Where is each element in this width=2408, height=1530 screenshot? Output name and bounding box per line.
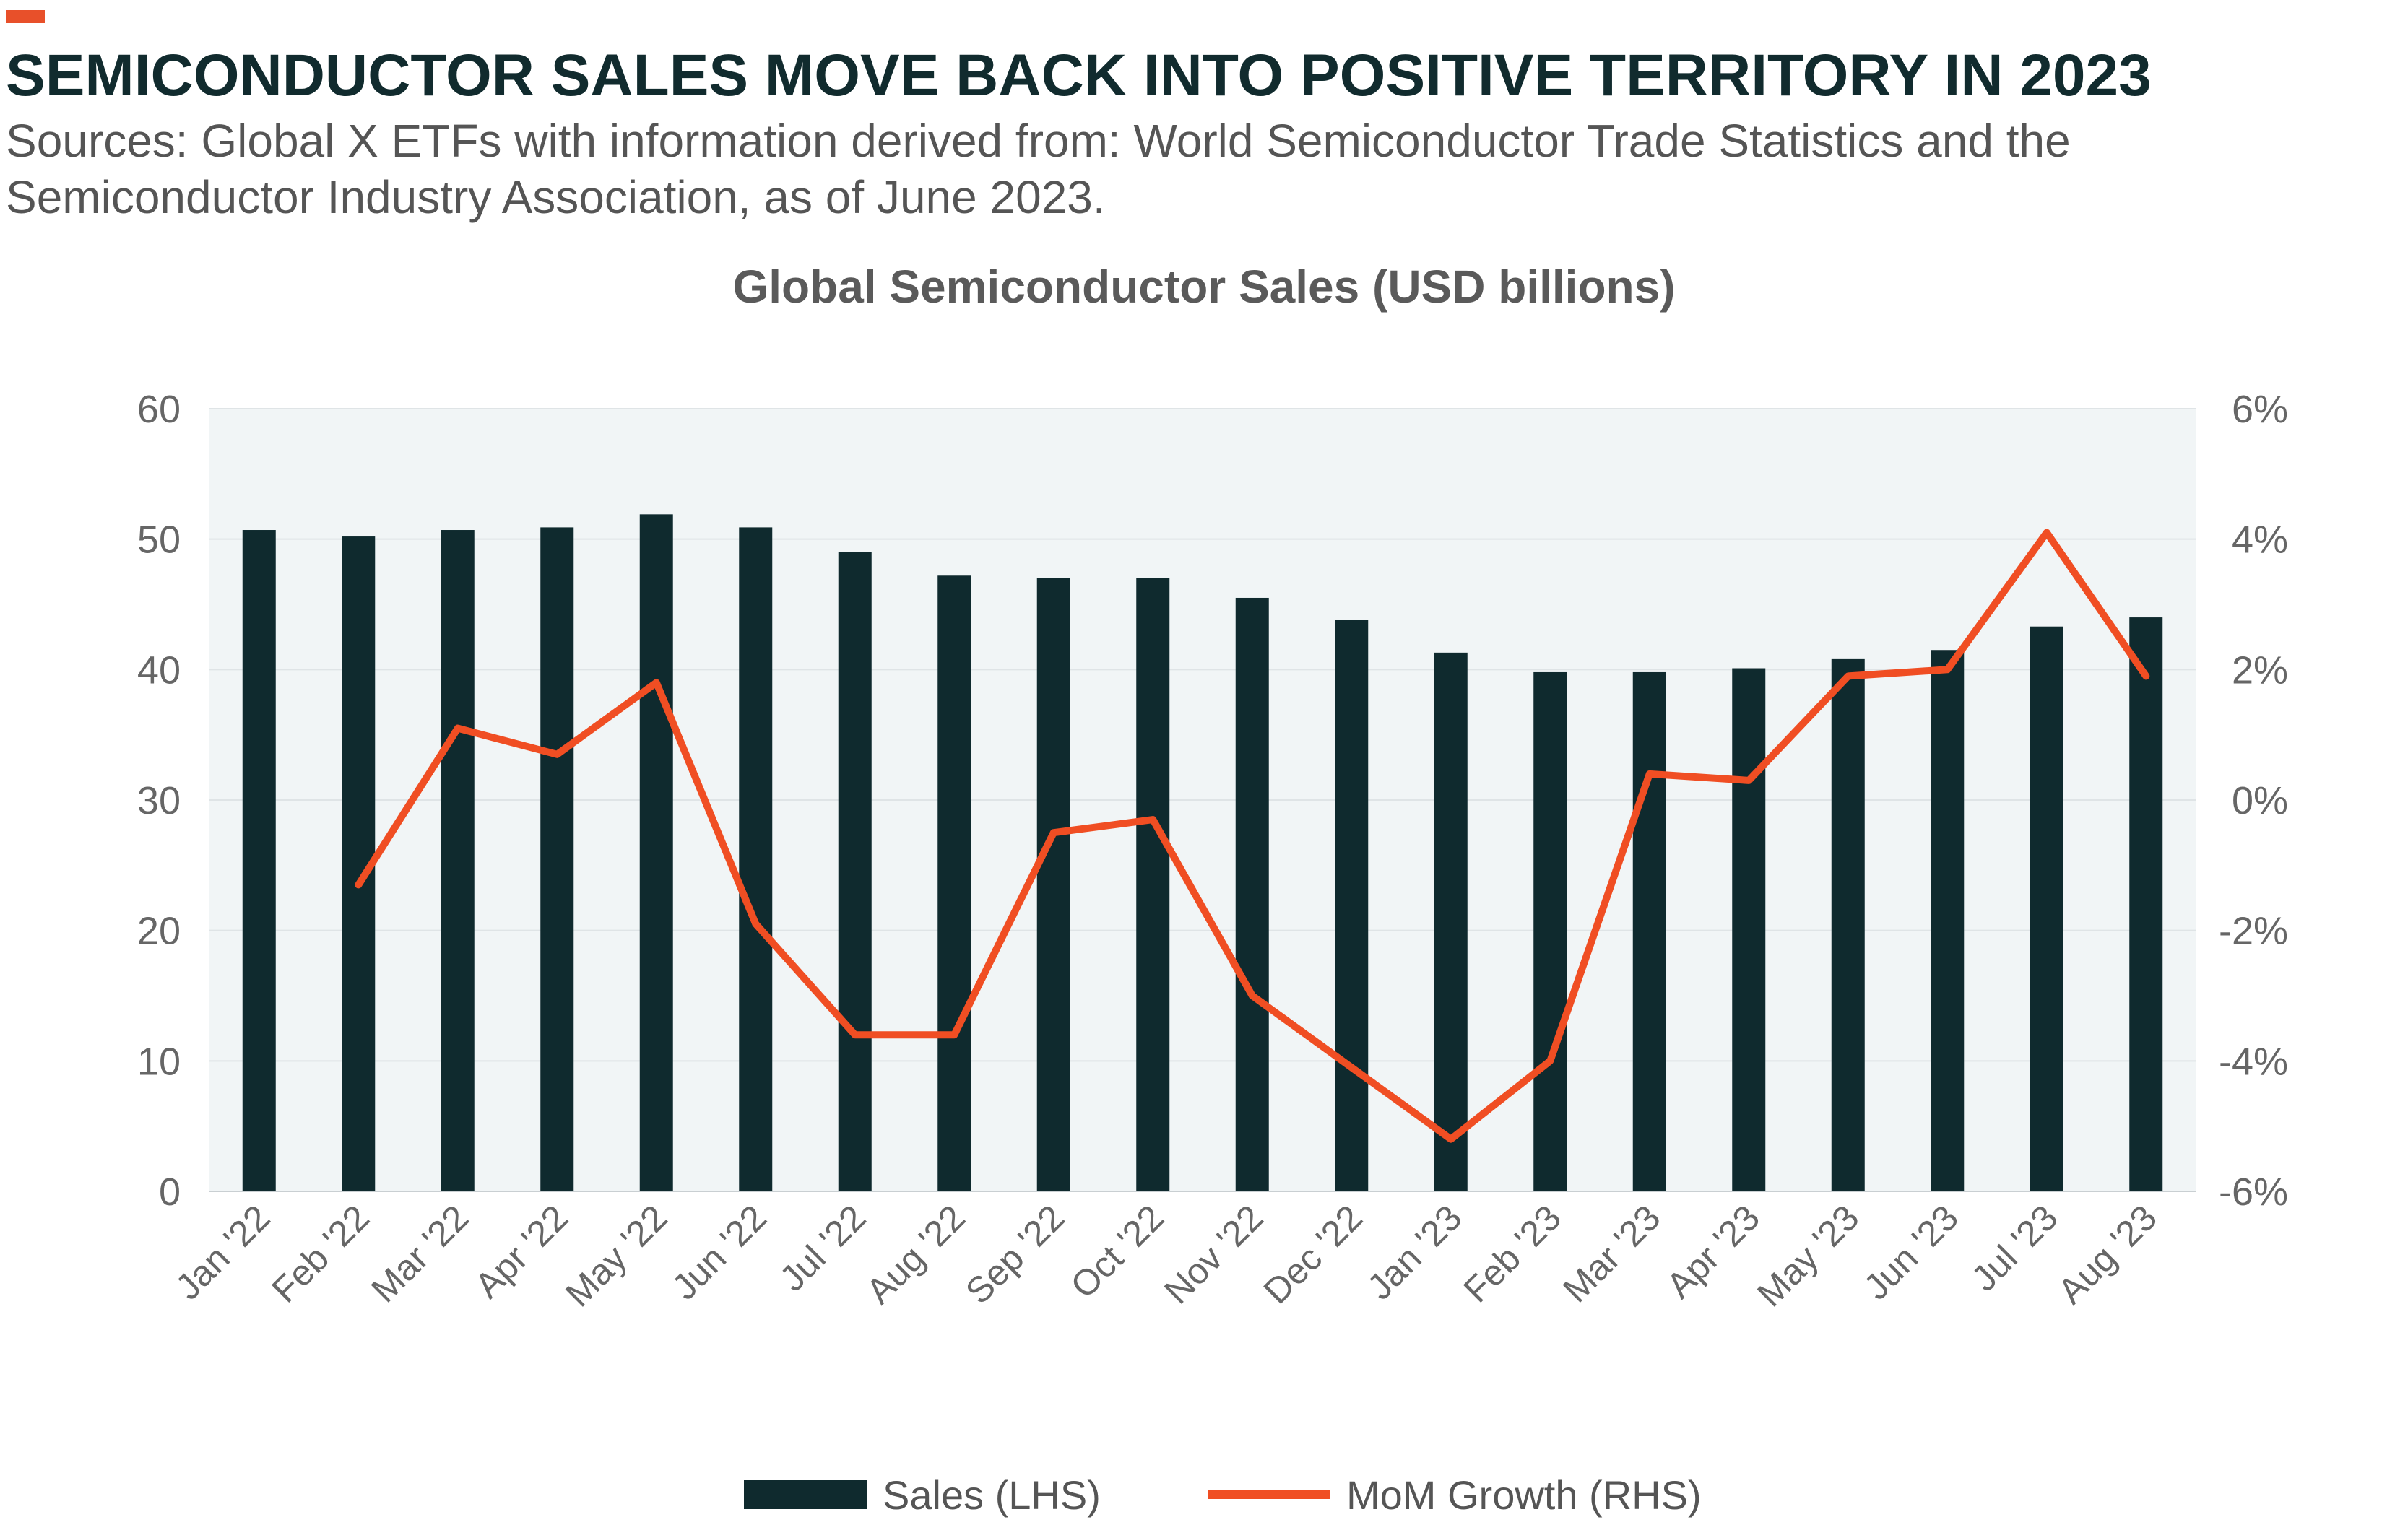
x-tick-label: Apr '22 — [467, 1197, 576, 1306]
sales-bar — [1831, 658, 1865, 1191]
legend-item-sales: Sales (LHS) — [744, 1466, 1101, 1524]
mom-growth-point — [953, 1034, 956, 1036]
left-tick-label: 30 — [137, 779, 181, 822]
mom-growth-point — [556, 753, 558, 755]
mom-growth-point — [2145, 675, 2147, 677]
x-tick-label: Oct '22 — [1063, 1197, 1172, 1306]
mom-growth-point — [1748, 779, 1750, 781]
x-tick-label: May '22 — [558, 1197, 675, 1314]
x-tick-label: Jan '22 — [168, 1197, 278, 1308]
right-tick-label: 2% — [2232, 648, 2288, 692]
mom-growth-point — [1847, 675, 1849, 677]
left-tick-label: 50 — [137, 518, 181, 562]
left-tick-label: 0 — [159, 1170, 181, 1214]
accent-bar — [6, 10, 45, 23]
mom-growth-point — [1648, 773, 1650, 775]
mom-growth-point — [1450, 1138, 1452, 1140]
legend: Sales (LHS) MoM Growth (RHS) — [0, 1466, 2408, 1524]
sales-bar — [739, 527, 773, 1191]
mom-growth-point — [655, 682, 657, 684]
sales-bar — [1036, 578, 1070, 1191]
legend-swatch-mom-growth — [1208, 1490, 1330, 1499]
chart-title: Global Semiconductor Sales (USD billions… — [732, 261, 1676, 313]
sales-bar — [1335, 620, 1369, 1191]
mom-growth-point — [755, 923, 757, 925]
x-tick-label: Jan '23 — [1359, 1197, 1470, 1308]
sales-bar — [242, 530, 276, 1191]
right-tick-label: -6% — [2219, 1170, 2288, 1214]
legend-label-sales: Sales (LHS) — [883, 1472, 1101, 1518]
x-tick-label: Aug '22 — [859, 1197, 973, 1311]
x-tick-label: Feb '22 — [264, 1197, 377, 1310]
left-tick-label: 60 — [137, 388, 181, 431]
left-tick-label: 10 — [137, 1040, 181, 1083]
page-title: SEMICONDUCTOR SALES MOVE BACK INTO POSIT… — [6, 43, 2152, 108]
left-tick-label: 20 — [137, 910, 181, 953]
mom-growth-point — [358, 884, 360, 886]
mom-growth-point — [1946, 669, 1949, 671]
sales-bar — [1434, 652, 1468, 1191]
right-tick-label: 4% — [2232, 518, 2288, 562]
x-tick-label: Mar '23 — [1555, 1197, 1668, 1310]
right-tick-label: 6% — [2232, 388, 2288, 431]
sales-bar — [441, 530, 475, 1191]
sales-bar — [540, 527, 574, 1191]
mom-growth-point — [1152, 819, 1154, 821]
x-tick-label: Jun '23 — [1856, 1197, 1967, 1308]
left-tick-label: 40 — [137, 648, 181, 692]
legend-label-mom-growth: MoM Growth (RHS) — [1346, 1472, 1702, 1518]
x-tick-label: Mar '22 — [363, 1197, 476, 1310]
mom-growth-point — [1351, 1066, 1353, 1069]
x-tick-label: Sep '22 — [958, 1197, 1072, 1311]
x-tick-label: Dec '22 — [1256, 1197, 1370, 1311]
mom-growth-point — [854, 1034, 856, 1036]
mom-growth-point — [1251, 995, 1253, 996]
sales-bar — [838, 552, 872, 1191]
sales-bar — [1533, 671, 1567, 1191]
right-axis-ticks: -6% -4% -2% 0% 2% 4% 6% — [2219, 388, 2288, 1214]
sales-bars — [242, 514, 2163, 1191]
x-tick-label: Feb '23 — [1456, 1197, 1569, 1310]
mom-growth-line-layer — [355, 529, 2150, 1143]
sales-bar — [1632, 671, 1666, 1191]
sales-bar — [1732, 668, 1766, 1191]
legend-item-mom-growth: MoM Growth (RHS) — [1208, 1466, 1702, 1524]
mom-growth-point — [456, 727, 459, 729]
sources-note: Sources: Global X ETFs with information … — [6, 115, 2071, 223]
legend-swatch-sales — [744, 1480, 867, 1509]
x-tick-label: May '23 — [1749, 1197, 1866, 1314]
mom-growth-point — [2045, 531, 2048, 534]
sales-bar — [2129, 617, 2163, 1191]
mom-growth-point — [1052, 832, 1054, 834]
sales-bar — [2030, 626, 2063, 1191]
mom-growth-point — [1549, 1060, 1551, 1062]
x-tick-label: Aug '23 — [2050, 1197, 2165, 1311]
sales-bar — [639, 514, 673, 1191]
left-axis-ticks: 0 10 20 30 40 50 60 — [137, 388, 181, 1214]
sales-bar — [1235, 597, 1269, 1191]
right-tick-label: 0% — [2232, 779, 2288, 822]
right-tick-label: -2% — [2219, 910, 2288, 953]
sales-bar — [937, 575, 971, 1191]
x-tick-label: Apr '23 — [1659, 1197, 1768, 1306]
x-tick-label: Nov '22 — [1156, 1197, 1270, 1311]
right-tick-label: -4% — [2219, 1040, 2288, 1083]
x-tick-label: Jun '22 — [664, 1197, 775, 1308]
sales-bar — [1931, 650, 1965, 1191]
sales-bar — [1136, 578, 1170, 1191]
